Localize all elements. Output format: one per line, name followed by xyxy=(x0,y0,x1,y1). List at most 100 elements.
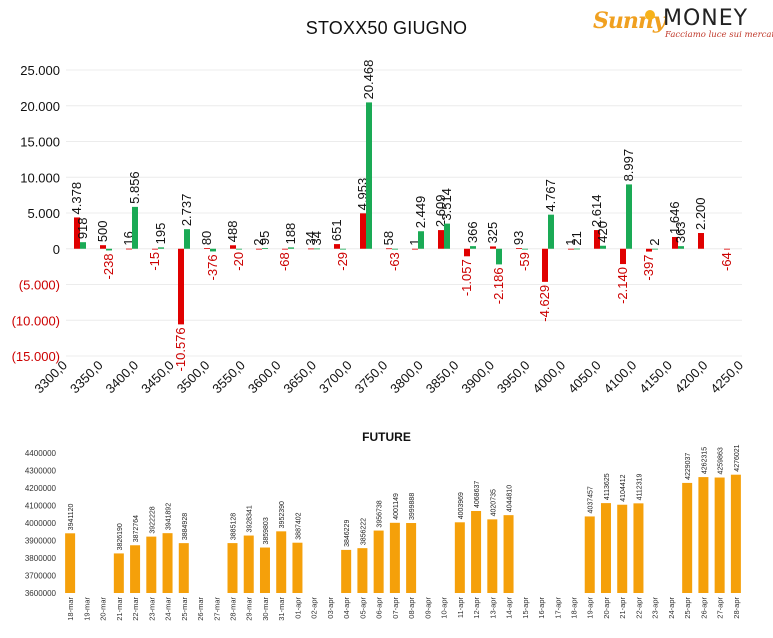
logo-tagline: Facciamo luce sui mercati xyxy=(665,30,773,40)
data-label: 3826190 xyxy=(117,523,124,550)
y-tick-label: 3800000 xyxy=(25,554,57,563)
x-tick-label: 13-apr xyxy=(488,597,497,619)
data-label: 4229037 xyxy=(685,453,692,480)
data-label: 420 xyxy=(595,221,610,243)
bar xyxy=(503,515,514,593)
bar xyxy=(389,522,400,593)
x-tick-label: 3750,0 xyxy=(352,358,391,397)
bar xyxy=(600,503,611,593)
bar xyxy=(438,230,444,249)
bar xyxy=(341,549,352,593)
data-label: 34 xyxy=(309,231,324,245)
bar xyxy=(682,482,693,593)
data-label: 3887402 xyxy=(295,512,302,539)
data-label: 1 xyxy=(407,239,422,246)
x-tick-label: 3850,0 xyxy=(423,358,462,397)
data-label: 188 xyxy=(283,223,298,245)
data-label: 1 xyxy=(563,239,578,246)
data-label: 4276021 xyxy=(734,444,741,471)
x-tick-label: 28-mar xyxy=(229,597,238,621)
bar xyxy=(392,248,398,250)
data-label: 4104412 xyxy=(620,474,627,501)
bar xyxy=(178,248,184,325)
bar xyxy=(113,553,124,593)
sunny-money-logo: Sunny MONEY Facciamo luce sui mercati xyxy=(593,6,773,42)
data-label: 195 xyxy=(153,223,168,245)
data-label: 3999888 xyxy=(409,493,416,520)
data-label: 3885128 xyxy=(231,513,238,540)
data-label: -397 xyxy=(641,255,656,281)
bar xyxy=(542,248,548,282)
x-tick-label: 3950,0 xyxy=(494,358,533,397)
data-label: 363 xyxy=(673,221,688,243)
data-label: 3941892 xyxy=(166,503,173,530)
data-label: 58 xyxy=(381,231,396,245)
bar xyxy=(633,503,644,593)
x-tick-label: 11-apr xyxy=(456,596,465,618)
data-label: 4259863 xyxy=(718,447,725,474)
bar xyxy=(259,547,270,593)
bar xyxy=(256,248,262,250)
bar xyxy=(490,246,496,249)
bar xyxy=(146,536,157,593)
data-label: 4003969 xyxy=(458,492,465,519)
data-label: 3846229 xyxy=(344,520,351,547)
x-tick-label: 19-apr xyxy=(586,597,595,619)
bar xyxy=(236,248,242,250)
y-tick-label: 25.000 xyxy=(20,63,60,78)
bar xyxy=(600,245,606,249)
bar xyxy=(276,531,287,593)
y-tick-label: 4400000 xyxy=(25,449,57,458)
data-label: 20.468 xyxy=(361,60,376,100)
y-tick-label: 15.000 xyxy=(20,135,60,150)
sun-icon xyxy=(645,10,655,20)
data-label: 8.997 xyxy=(621,149,636,182)
x-tick-label: 22-mar xyxy=(131,597,140,621)
x-tick-label: 3450,0 xyxy=(138,358,177,397)
data-label: 3872764 xyxy=(133,515,140,542)
data-label: -20 xyxy=(231,252,246,271)
bar xyxy=(74,217,80,249)
chart-title: STOXX50 GIUGNO xyxy=(305,18,468,38)
bar xyxy=(227,543,238,593)
data-label: 3.514 xyxy=(439,188,454,221)
bar xyxy=(360,213,366,249)
y-tick-label: (5.000) xyxy=(19,278,60,293)
bar xyxy=(126,248,132,250)
y-tick-label: 10.000 xyxy=(20,170,60,185)
data-label: 3952390 xyxy=(279,501,286,528)
x-tick-label: 23-mar xyxy=(147,597,156,621)
data-label: 2 xyxy=(647,239,662,246)
y-tick-label: 0 xyxy=(53,242,60,257)
bar xyxy=(230,245,236,249)
data-label: 2.449 xyxy=(413,196,428,229)
bar xyxy=(444,223,450,249)
bar xyxy=(730,474,741,593)
bar xyxy=(584,516,595,593)
x-tick-label: 3900,0 xyxy=(458,358,497,397)
x-tick-label: 4250,0 xyxy=(707,358,746,397)
data-label: 500 xyxy=(95,220,110,242)
data-label: 3956738 xyxy=(377,500,384,527)
x-tick-label: 06-apr xyxy=(375,597,384,619)
bar xyxy=(262,248,268,249)
y-tick-label: (15.000) xyxy=(12,349,60,364)
x-tick-label: 22-apr xyxy=(634,597,643,619)
data-label: 4.378 xyxy=(69,182,84,215)
x-tick-label: 3600,0 xyxy=(245,358,284,397)
bar xyxy=(100,245,106,249)
x-tick-label: 21-mar xyxy=(115,597,124,621)
bar xyxy=(152,248,158,250)
x-tick-label: 07-apr xyxy=(391,597,400,619)
bar xyxy=(288,247,294,249)
bar xyxy=(698,233,704,249)
bar xyxy=(574,248,580,250)
bar xyxy=(496,248,502,265)
bar xyxy=(292,542,303,593)
x-tick-label: 31-mar xyxy=(277,597,286,621)
y-tick-label: 3600000 xyxy=(25,589,57,598)
bar xyxy=(471,510,482,593)
bar xyxy=(470,246,476,249)
bar xyxy=(418,231,424,249)
y-tick-label: 3900000 xyxy=(25,537,57,546)
